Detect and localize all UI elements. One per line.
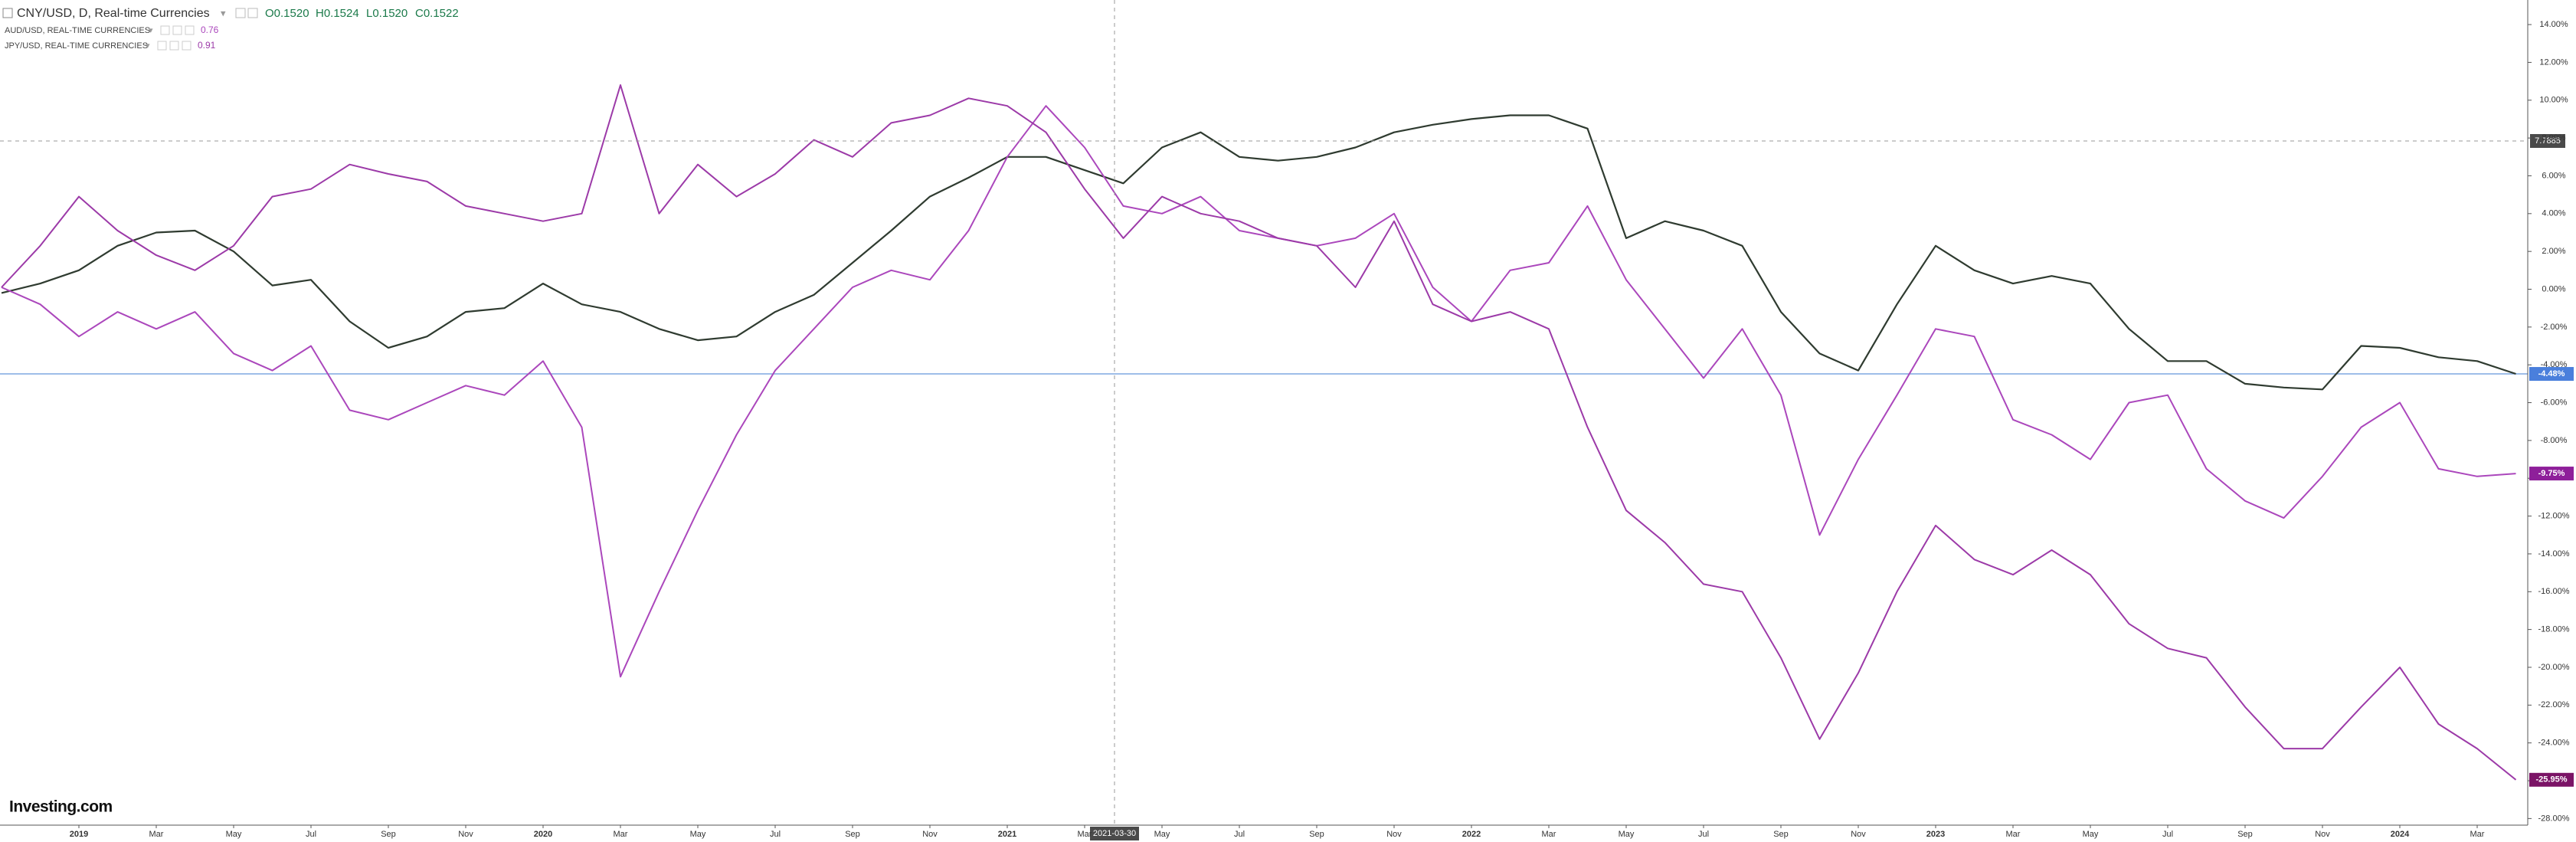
x-tick-label: Sep [845,830,860,839]
x-tick-label: Nov [2315,830,2330,839]
x-tick-label: Mar [1542,830,1556,839]
series-line [1,105,2516,678]
x-tick-label: May [226,830,242,839]
x-tick-label: May [690,830,706,839]
x-tick-label: Mar [2006,830,2021,839]
settings-icon[interactable] [160,25,170,35]
y-tick-label: -28.00% [2538,814,2570,823]
series-line [1,114,2516,391]
x-tick-label: Nov [458,830,473,839]
ohlc-high: H0.1524 [316,7,359,20]
dropdown-icon[interactable]: ▾ [149,26,153,35]
y-tick-label: 0.00% [2542,284,2565,293]
x-tick-label: Nov [922,830,938,839]
legend-name: AUD/USD, REAL-TIME CURRENCIES [5,26,150,35]
y-tick-label: -16.00% [2538,587,2570,596]
last-value-label: -4.48% [2538,369,2565,378]
x-tick-label: May [1619,830,1635,839]
last-value-label: -9.75% [2538,469,2565,478]
crosshair-x-label-bg [1090,827,1139,840]
crosshair-y-label: 7.7885 [2535,136,2561,146]
y-tick-label: -14.00% [2538,549,2570,559]
ohlc-open: O0.1520 [265,7,309,20]
y-tick-label: -8.00% [2541,436,2568,445]
y-tick-label: -24.00% [2538,739,2570,748]
ohlc-low: L0.1520 [366,7,408,20]
x-tick-label: Sep [2237,830,2253,839]
y-tick-label: -18.00% [2538,625,2570,634]
x-tick-label: 2024 [2391,830,2410,839]
x-tick-label: Jul [1698,830,1709,839]
x-tick-label: Jul [770,830,781,839]
x-tick-label: Nov [1386,830,1402,839]
settings-icon[interactable] [235,8,246,18]
x-tick-label: Mar [614,830,628,839]
x-tick-label: Mar [149,830,164,839]
ohlc-close: C0.1522 [415,7,459,20]
x-tick-label: 2021 [998,830,1016,839]
logo: Investing.com [9,798,113,816]
y-tick-label: -20.00% [2538,663,2570,672]
x-tick-label: Jul [2162,830,2173,839]
x-tick-label: Sep [1773,830,1789,839]
x-tick-label: Mar [1078,830,1092,839]
y-tick-label: -22.00% [2538,700,2570,709]
x-tick-label: Jul [1234,830,1245,839]
last-value-tag [2529,772,2574,787]
plot-area [0,84,2528,781]
legend-value: 0.76 [201,25,219,35]
x-tick-label: Jul [306,830,316,839]
hide-icon[interactable] [169,41,179,51]
last-value-tag [2529,367,2574,382]
y-tick-label: -12.00% [2538,511,2570,520]
x-tick-label: 2020 [534,830,552,839]
hide-icon[interactable] [247,8,258,18]
y-tick-label: 6.00% [2542,171,2565,180]
header-title: CNY/USD, D, Real-time Currencies [17,7,210,20]
crosshair-x-label: 2021-03-30 [1093,829,1136,838]
y-tick-label: 8.00% [2542,133,2565,143]
y-tick-label: -6.00% [2541,398,2568,407]
legend-name: JPY/USD, REAL-TIME CURRENCIES [5,41,148,51]
legend-value: 0.91 [198,40,216,51]
y-tick-label: 4.00% [2542,209,2565,218]
x-tick-label: 2023 [1926,830,1945,839]
hide-icon[interactable] [172,25,182,35]
x-tick-label: May [2083,830,2099,839]
x-tick-label: 2019 [70,830,88,839]
last-value-label: -25.95% [2536,775,2568,785]
series-line [1,84,2517,781]
x-tick-label: May [1154,830,1170,839]
dropdown-icon[interactable]: ▾ [221,7,226,18]
y-tick-label: 2.00% [2542,247,2565,256]
y-tick-label: 12.00% [2539,57,2568,67]
x-tick-label: 2022 [1462,830,1481,839]
y-tick-label: 10.00% [2539,96,2568,105]
x-tick-label: Sep [381,830,396,839]
x-tick-label: Sep [1309,830,1324,839]
crosshair-y-label-bg [2530,134,2565,148]
remove-icon[interactable] [185,25,195,35]
x-tick-label: Nov [1851,830,1866,839]
y-tick-label: -2.00% [2541,323,2568,332]
remove-icon[interactable] [182,41,191,51]
y-tick-label: 14.00% [2539,20,2568,29]
collapse-icon[interactable] [2,8,13,18]
settings-icon[interactable] [157,41,167,51]
x-tick-label: Mar [2470,830,2485,839]
dropdown-icon[interactable]: ▾ [146,41,150,51]
last-value-tag [2529,467,2574,481]
